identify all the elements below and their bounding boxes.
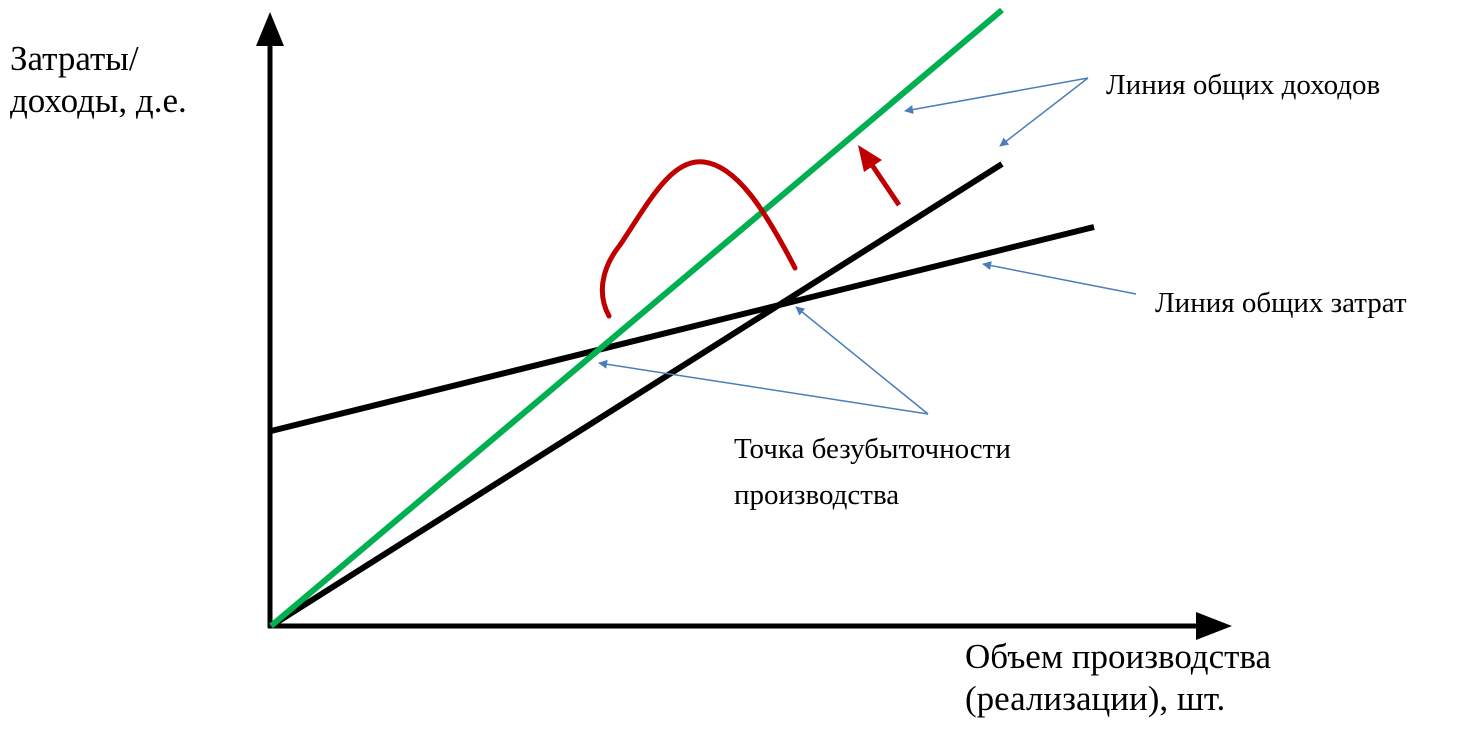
y-axis-label: Затраты/ доходы, д.е. <box>10 38 187 122</box>
y-axis-label-line2: доходы, д.е. <box>10 81 187 120</box>
breakeven-label: Точка безубыточности производства <box>734 426 1011 518</box>
x-axis-label-line2: (реализации), шт. <box>965 679 1226 718</box>
revenue-pointer-arrow-1 <box>904 77 1089 114</box>
old-revenue-line <box>269 161 1004 629</box>
revenue-line-label: Линия общих доходов <box>1106 62 1380 108</box>
pointer-arrows <box>598 77 1137 415</box>
breakeven-label-line2: производства <box>734 479 900 511</box>
revenue-shift-arrow <box>858 145 902 207</box>
cost-line-label-text: Линия общих затрат <box>1155 287 1407 319</box>
y-axis-arrowhead <box>256 12 284 46</box>
x-axis-label-line1: Объем производства <box>965 637 1272 676</box>
revenue-pointer-arrow-2 <box>999 77 1089 147</box>
y-axis-label-line1: Затраты/ <box>10 39 139 78</box>
new-revenue-line <box>269 7 1004 629</box>
cost-pointer-arrow <box>982 261 1137 295</box>
breakeven-label-line1: Точка безубыточности <box>734 433 1011 465</box>
breakeven-pointer-arrow-2 <box>795 306 929 415</box>
breakeven-pointer-arrow-1 <box>598 359 929 415</box>
x-axis-label: Объем производства (реализации), шт. <box>965 636 1271 720</box>
red-profit-curve <box>599 159 798 319</box>
revenue-line-label-text: Линия общих доходов <box>1106 69 1381 101</box>
axes <box>256 12 1232 640</box>
x-axis-arrowhead <box>1196 612 1232 640</box>
cost-line-label: Линия общих затрат <box>1155 280 1407 326</box>
total-cost-line <box>270 224 1095 434</box>
